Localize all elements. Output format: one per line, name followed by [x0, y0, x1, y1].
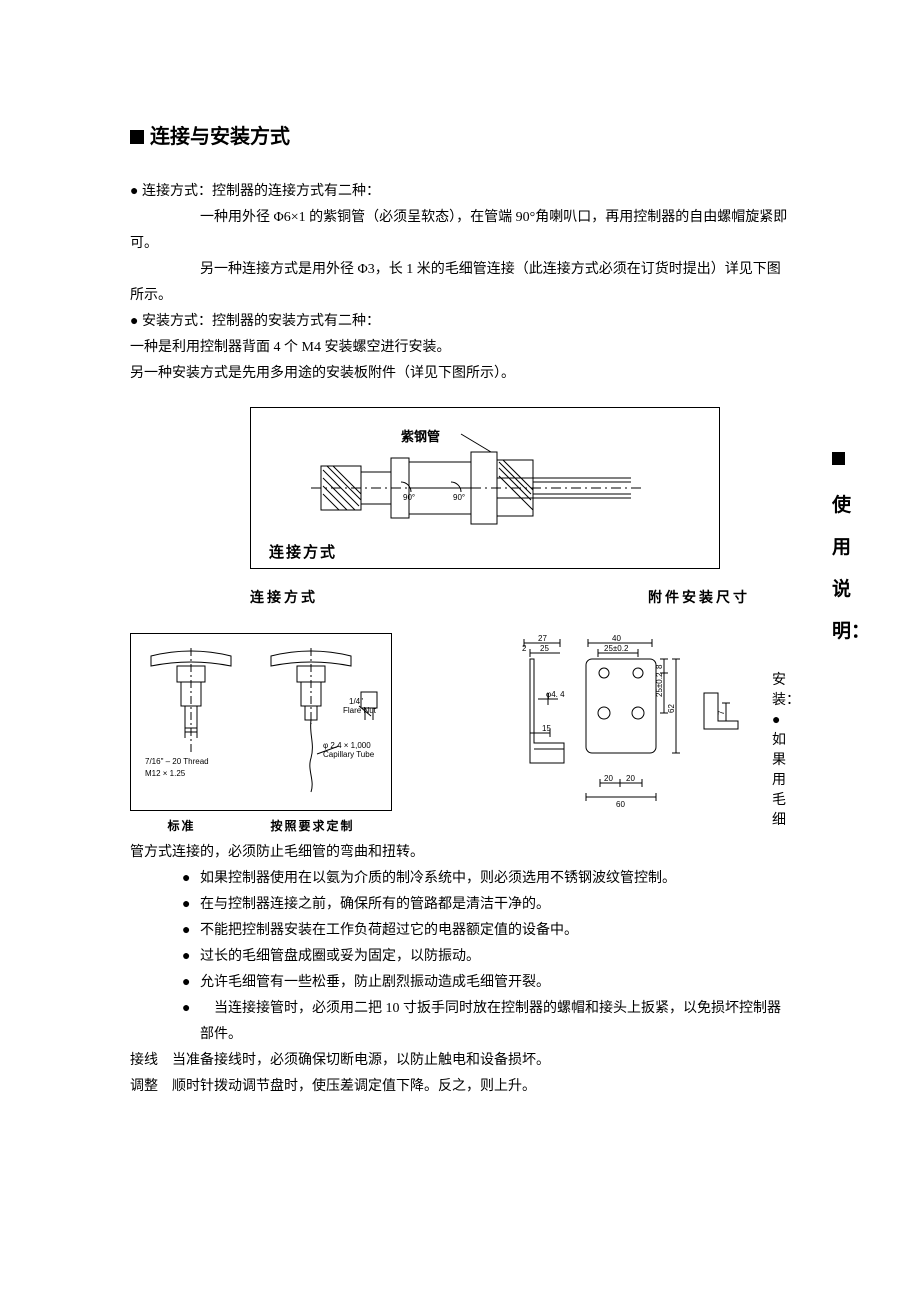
p1: ● 连接方式：控制器的连接方式有二种：	[130, 179, 790, 205]
bullet-icon: ●	[182, 918, 200, 944]
d25b: 25±0.2	[604, 644, 629, 653]
b4: 过长的毛细管盘成圈或妥为固定，以防振动。	[200, 944, 790, 970]
d4_4: φ4. 4	[546, 690, 565, 699]
usage-char-4: 明：	[832, 621, 870, 642]
d40: 40	[612, 634, 621, 643]
angle-label-1: 90°	[403, 493, 415, 502]
usage-char-2: 用	[832, 537, 851, 558]
d20b: 20	[626, 774, 635, 783]
bullet-icon: ●	[182, 996, 200, 1048]
p6: 另一种安装方式是先用多用途的安装板附件（详见下图所示）。	[130, 361, 790, 387]
figure-connection: 90° 90° 紫钢管 连接方式 使 用 说 明：	[250, 407, 720, 569]
adjust-line: 调整 顺时针拨动调节盘时，使压差调定值下降。反之，则上升。	[130, 1074, 790, 1100]
p2: 一种用外径 Φ6×1 的紫铜管（必须呈软态），在管端 90°角喇叭口，再用控制器…	[130, 205, 790, 257]
intro-block: ● 连接方式：控制器的连接方式有二种： 一种用外径 Φ6×1 的紫铜管（必须呈软…	[130, 179, 790, 387]
flare-label: 1/4"Flare Nut	[343, 697, 377, 715]
sub-custom: 按照要求定制	[270, 817, 354, 834]
b1: 如果控制器使用在以氨为介质的制冷系统中，则必须选用不锈钢波纹管控制。	[200, 866, 790, 892]
section-title-text: 连接与安装方式	[150, 126, 290, 148]
bullet-icon: ●	[182, 866, 200, 892]
square-bullet-icon-2	[832, 452, 845, 465]
section-title-connection: 连接与安装方式	[130, 120, 790, 149]
bracket-svg: 27 2 25 40 25±0.2 φ4. 4 15 20 20 60 8 25…	[504, 633, 744, 823]
dv62: 62	[667, 704, 676, 713]
d2: 2	[522, 644, 527, 653]
dv7: 7	[717, 710, 726, 715]
install-side-text: 安 装： ● 如 果 用 毛 细	[772, 671, 788, 831]
p3: 另一种连接方式是用外径 Φ3，长 1 米的毛细管连接（此连接方式必须在订货时提出…	[130, 257, 790, 309]
angle-label-2: 90°	[453, 493, 465, 502]
caption-mount-dims: 附件安装尺寸	[648, 587, 750, 607]
bullet-icon: ●	[182, 970, 200, 996]
d25: 25	[540, 644, 549, 653]
connectors-svg: 7/16" – 20 Thread M12 × 1.25 1/4"Flare N…	[131, 634, 391, 810]
figure-connectors-box: 7/16" – 20 Thread M12 × 1.25 1/4"Flare N…	[130, 633, 392, 811]
wrap-continue: 管方式连接的，必须防止毛细管的弯曲和扭转。	[130, 840, 790, 866]
d15: 15	[542, 724, 551, 733]
thread2: M12 × 1.25	[145, 769, 186, 778]
square-bullet-icon	[130, 130, 144, 144]
section-title-usage: 使 用 说 明：	[832, 443, 852, 653]
usage-char-3: 说	[832, 579, 851, 600]
d27: 27	[538, 634, 547, 643]
figure-connectors: 7/16" – 20 Thread M12 × 1.25 1/4"Flare N…	[130, 633, 392, 834]
figure-caption-row: 连接方式 附件安装尺寸	[130, 587, 790, 607]
d20a: 20	[604, 774, 613, 783]
dv8: 8	[655, 664, 664, 669]
b2: 在与控制器连接之前，确保所有的管路都是清洁干净的。	[200, 892, 790, 918]
thread1: 7/16" – 20 Thread	[145, 757, 209, 766]
figure-connection-box: 90° 90° 紫钢管 连接方式	[250, 407, 720, 569]
b3: 不能把控制器安装在工作负荷超过它的电器额定值的设备中。	[200, 918, 790, 944]
figure-bracket-dims: 27 2 25 40 25±0.2 φ4. 4 15 20 20 60 8 25…	[504, 633, 744, 828]
b6: 当连接接管时，必须用二把 10 寸扳手同时放在控制器的螺帽和接头上扳紧，以免损坏…	[200, 996, 790, 1048]
p5: 一种是利用控制器背面 4 个 M4 安装螺空进行安装。	[130, 335, 790, 361]
fig1-caption-in: 连接方式	[269, 541, 337, 562]
fig2-subcaptions: 标准 按照要求定制	[130, 817, 392, 834]
bullet-icon: ●	[182, 892, 200, 918]
figure-row-2: 7/16" – 20 Thread M12 × 1.25 1/4"Flare N…	[130, 633, 790, 834]
p4: ● 安装方式：控制器的安装方式有二种：	[130, 309, 790, 335]
d60: 60	[616, 800, 625, 809]
tube-label: 紫钢管	[401, 426, 440, 445]
wiring-line: 接线 当准备接线时，必须确保切断电源，以防止触电和设备损坏。	[130, 1048, 790, 1074]
dv25: 25±0.2	[655, 672, 664, 697]
usage-char-1: 使	[832, 495, 851, 516]
cap-label: φ 2.4 × 1,000Capillary Tube	[323, 741, 375, 759]
bullet-icon: ●	[182, 944, 200, 970]
caption-connection: 连接方式	[250, 587, 318, 607]
sub-standard: 标准	[167, 817, 195, 834]
usage-bullets: ●如果控制器使用在以氨为介质的制冷系统中，则必须选用不锈钢波纹管控制。 ●在与控…	[130, 866, 790, 1048]
b5: 允许毛细管有一些松垂，防止剧烈振动造成毛细管开裂。	[200, 970, 790, 996]
